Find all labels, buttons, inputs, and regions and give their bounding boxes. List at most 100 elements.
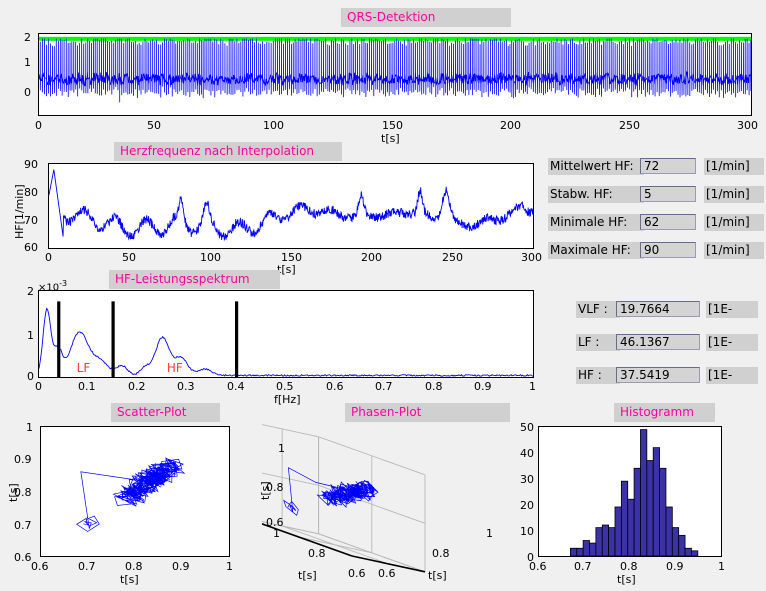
qrs-ytick-1: 1 <box>24 56 31 69</box>
phase-ztick-06: 0.6 <box>266 516 284 529</box>
spectrum-ytick-0: 0 <box>27 370 34 383</box>
hr-xtick-300: 300 <box>521 251 542 264</box>
hr-stat-unit: [1/min] <box>704 214 764 231</box>
hr-stat-label: Mittelwert HF: <box>548 158 644 175</box>
spectrum-xtick-05: 0.5 <box>276 380 294 393</box>
spectrum-band-label: LF <box>77 361 91 375</box>
hr-stat-value-field[interactable]: 72 <box>640 158 696 174</box>
hr-xtick-250: 250 <box>442 251 463 264</box>
hist-ytick-10: 10 <box>520 525 534 538</box>
qrs-panel-title: QRS-Detektion <box>341 8 511 27</box>
histogram-bar <box>595 527 603 556</box>
phase-xtick-1: 1 <box>486 527 493 540</box>
scatter-xtick-09: 0.9 <box>172 560 190 573</box>
qrs-plot-area <box>38 33 752 116</box>
phase-xtick-08: 0.8 <box>432 547 450 560</box>
hr-stat-label: Maximale HF: <box>548 242 644 259</box>
histogram-bar <box>608 527 616 556</box>
spectrum-xtick-0: 0 <box>35 380 42 393</box>
qrs-ytick-2: 2 <box>24 31 31 44</box>
hr-xtick-150: 150 <box>281 251 302 264</box>
spectrum-band-label: HF <box>167 361 183 375</box>
phase-ztick-08: 0.8 <box>266 481 284 494</box>
hist-xtick-08: 0.8 <box>620 560 638 573</box>
spectrum-plot-area: LF HF <box>38 290 534 378</box>
qrs-xtick-100: 100 <box>263 119 284 132</box>
qrs-xtick-150: 150 <box>382 119 403 132</box>
spectrum-panel-title: HF-Leistungsspektrum <box>109 270 280 289</box>
histogram-bar <box>652 447 660 556</box>
hist-ytick-20: 20 <box>520 499 534 512</box>
qrs-ytick-0: 0 <box>24 86 31 99</box>
histogram-bar <box>633 467 641 556</box>
histogram-bar <box>627 498 635 556</box>
spectrum-xaxis-label: f[Hz] <box>274 393 301 406</box>
scatter-ytick-1: 1 <box>26 421 33 434</box>
spectrum-xtick-04: 0.4 <box>227 380 245 393</box>
phase-plot-area <box>262 420 512 591</box>
phase-xaxis-label: t[s] <box>428 569 447 582</box>
histogram-bar <box>614 506 622 556</box>
hr-stat-unit: [1/min] <box>704 158 764 175</box>
band-power-label: LF : <box>576 334 620 351</box>
histogram-bar <box>671 527 680 556</box>
scatter-ytick-06: 0.6 <box>14 551 32 564</box>
spectrum-y-exponent: ×10-3 <box>38 279 68 294</box>
scatter-ytick-09: 0.9 <box>14 453 32 466</box>
band-power-value-field[interactable]: 46.1367 <box>616 334 700 350</box>
hr-xtick-50: 50 <box>122 251 136 264</box>
qrs-xtick-300: 300 <box>737 119 758 132</box>
phase-zaxis-label: t[s] <box>259 481 272 500</box>
histogram-bar <box>576 547 584 556</box>
histogram-panel-title: Histogramm <box>614 403 715 422</box>
band-power-label: HF : <box>576 367 620 384</box>
hr-stat-unit: [1/min] <box>704 242 764 259</box>
qrs-xtick-50: 50 <box>147 119 161 132</box>
hr-panel-title: Herzfrequenz nach Interpolation <box>114 142 342 161</box>
histogram-bar <box>582 540 590 556</box>
qrs-xtick-250: 250 <box>619 119 640 132</box>
histogram-bar <box>659 467 667 556</box>
hist-ytick-0: 0 <box>527 551 534 564</box>
qrs-xtick-0: 0 <box>35 119 42 132</box>
spectrum-xtick-08: 0.8 <box>425 380 443 393</box>
histogram-bar <box>684 547 692 556</box>
qrs-xtick-200: 200 <box>500 119 521 132</box>
histogram-bar <box>640 429 648 556</box>
hist-xtick-1: 1 <box>718 560 725 573</box>
hr-stat-value-field[interactable]: 62 <box>640 214 696 230</box>
histogram-bar <box>691 550 699 556</box>
spectrum-xtick-07: 0.7 <box>375 380 393 393</box>
hist-ytick-30: 30 <box>520 473 534 486</box>
histogram-bar <box>620 480 629 556</box>
hr-ytick-60: 60 <box>24 241 38 254</box>
spectrum-xtick-09: 0.9 <box>474 380 492 393</box>
phase-yaxis-label: t[s] <box>298 569 317 582</box>
band-power-value-field[interactable]: 19.7664 <box>616 301 700 317</box>
phase-ytick-1: 1 <box>273 527 280 540</box>
hr-ytick-70: 70 <box>24 214 38 227</box>
phase-ytick-08: 0.8 <box>308 547 326 560</box>
histogram-bar <box>678 534 686 556</box>
band-power-unit: [1E- <box>706 367 758 384</box>
hr-xtick-0: 0 <box>45 251 52 264</box>
spectrum-ytick-1: 1 <box>27 329 34 342</box>
band-power-label: VLF : <box>576 301 620 318</box>
phase-ytick-06: 0.6 <box>348 567 366 580</box>
scatter-xtick-07: 0.7 <box>78 560 96 573</box>
histogram-plot-area <box>538 426 722 557</box>
hr-xaxis-label: t[s] <box>277 263 296 276</box>
spectrum-xtick-03: 0.3 <box>177 380 195 393</box>
hr-stat-label: Stabw. HF: <box>548 186 644 203</box>
phase-panel-title: Phasen-Plot <box>345 403 510 422</box>
hr-stat-value-field[interactable]: 5 <box>640 186 696 202</box>
hist-xtick-07: 0.7 <box>574 560 592 573</box>
hr-yaxis-label: HF[1/min] <box>13 184 26 239</box>
hr-stat-value-field[interactable]: 90 <box>640 242 696 258</box>
hr-xtick-100: 100 <box>200 251 221 264</box>
hist-xtick-06: 0.6 <box>529 560 547 573</box>
histogram-bar <box>569 547 578 556</box>
scatter-xaxis-label: t[s] <box>120 573 139 586</box>
band-power-value-field[interactable]: 37.5419 <box>616 367 700 383</box>
